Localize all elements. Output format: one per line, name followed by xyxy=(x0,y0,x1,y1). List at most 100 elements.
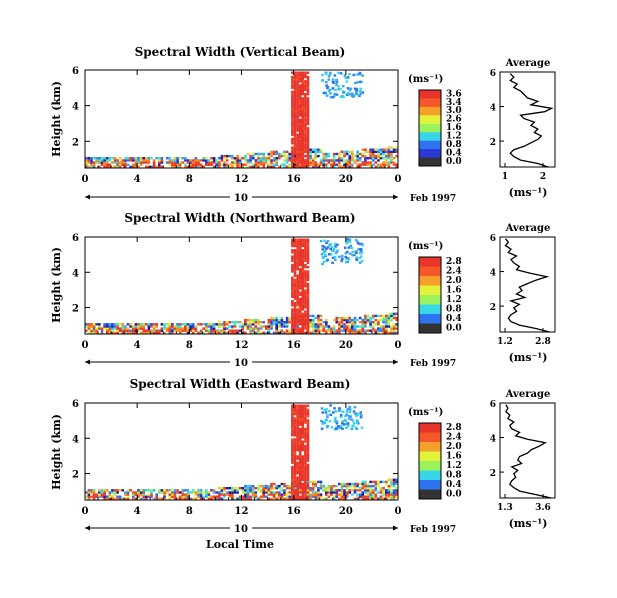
heatmap-cell xyxy=(288,152,291,156)
heatmap-cell xyxy=(197,493,200,496)
heatmap-cell xyxy=(301,491,305,494)
heatmap-cell xyxy=(87,327,91,330)
heatmap-cell xyxy=(145,157,148,160)
heatmap-cell xyxy=(382,165,385,168)
heatmap-cell xyxy=(377,152,380,156)
heatmap-cell xyxy=(296,465,299,469)
x-tick-label: 0 xyxy=(395,174,402,185)
heatmap-cell xyxy=(194,163,198,166)
heatmap-cell xyxy=(291,270,294,273)
heatmap-cell xyxy=(306,161,310,164)
heatmap-cell xyxy=(304,417,307,420)
heatmap-cell xyxy=(267,487,271,490)
heatmap-cell xyxy=(344,261,348,264)
heatmap-cell xyxy=(163,331,166,334)
heatmap-cell xyxy=(317,165,320,168)
heatmap-cell xyxy=(336,249,339,252)
heatmap-cell xyxy=(356,241,360,245)
heatmap-cell xyxy=(327,159,331,162)
heatmap-cell xyxy=(105,331,109,334)
heatmap-cell xyxy=(296,329,299,332)
heatmap-cell xyxy=(298,474,302,477)
heatmap-cell xyxy=(293,97,297,100)
heatmap-cell xyxy=(291,468,294,471)
heatmap-cell xyxy=(249,495,252,498)
heatmap-cell xyxy=(390,484,393,488)
heatmap-cell xyxy=(254,331,258,334)
heatmap-cell xyxy=(306,459,310,462)
heatmap-cell xyxy=(304,148,307,151)
heatmap-cell xyxy=(142,325,145,328)
heatmap-cell xyxy=(382,321,385,324)
heatmap-cell xyxy=(296,472,299,475)
heatmap-cell xyxy=(158,491,161,494)
heatmap-cell xyxy=(296,103,299,106)
heatmap-cell xyxy=(369,148,372,151)
heatmap-cell xyxy=(301,110,305,113)
heatmap-cell xyxy=(296,495,299,498)
heatmap-cell xyxy=(304,421,307,424)
heatmap-cell xyxy=(330,327,333,330)
heatmap-cell xyxy=(304,444,307,448)
heatmap-cell xyxy=(298,110,302,113)
heatmap-cell xyxy=(291,487,294,490)
heatmap-cell xyxy=(150,491,153,494)
heatmap-cell xyxy=(270,489,273,492)
heatmap-cell xyxy=(189,163,192,166)
heatmap-cell xyxy=(301,404,305,407)
heatmap-cell xyxy=(270,154,273,158)
heatmap-cell xyxy=(165,489,169,492)
heatmap-cell xyxy=(296,410,299,414)
heatmap-cell xyxy=(116,489,119,492)
heatmap-cell xyxy=(343,316,346,320)
heatmap-cell xyxy=(330,331,333,334)
heatmap-cell xyxy=(272,152,276,156)
heatmap-cell xyxy=(92,331,96,334)
heatmap-cell xyxy=(288,154,291,158)
heatmap-cell xyxy=(291,489,294,492)
heatmap-cell xyxy=(339,72,343,75)
heatmap-cell xyxy=(186,159,190,162)
heatmap-cell xyxy=(330,245,334,249)
heatmap-cell xyxy=(296,276,299,279)
heatmap-cell xyxy=(298,253,302,256)
heatmap-cell xyxy=(293,438,297,441)
average-y-tick-label: 4 xyxy=(490,435,496,445)
heatmap-cell xyxy=(265,495,268,498)
y-tick-label: 6 xyxy=(72,233,79,244)
heatmap-cell xyxy=(298,323,302,326)
heatmap-cell xyxy=(304,73,307,77)
colorbar-swatch xyxy=(419,140,441,150)
heatmap-cell xyxy=(298,482,302,486)
heatmap-cell xyxy=(371,493,375,496)
heatmap-cell xyxy=(296,314,299,318)
heatmap-cell xyxy=(105,159,109,162)
heatmap-cell xyxy=(348,163,351,166)
colorbar-tick-label: 0.4 xyxy=(446,148,462,158)
heatmap-cell xyxy=(270,327,273,330)
heatmap-cell xyxy=(171,327,174,330)
heatmap-cell xyxy=(293,259,297,262)
heatmap-cell xyxy=(155,331,158,334)
heatmap-cell xyxy=(366,329,370,332)
heatmap-cell xyxy=(291,165,294,168)
heatmap-cell xyxy=(306,419,310,422)
heatmap-cell xyxy=(189,165,192,168)
heatmap-cell xyxy=(332,159,336,162)
heatmap-cell xyxy=(283,150,286,153)
heatmap-cell xyxy=(314,493,318,496)
heatmap-cell xyxy=(311,150,315,153)
heatmap-cell xyxy=(142,161,145,164)
heatmap-cell xyxy=(361,318,365,322)
heatmap-cell xyxy=(356,159,359,162)
heatmap-cell xyxy=(353,325,357,328)
heatmap-cell xyxy=(191,327,195,330)
heatmap-cell xyxy=(377,331,380,334)
heatmap-cell xyxy=(314,323,318,326)
heatmap-cell xyxy=(351,331,354,334)
heatmap-cell xyxy=(345,152,349,156)
heatmap-cell xyxy=(309,325,312,328)
heatmap-cell xyxy=(301,259,305,262)
heatmap-cell xyxy=(306,446,310,450)
heatmap-cell xyxy=(262,163,265,166)
